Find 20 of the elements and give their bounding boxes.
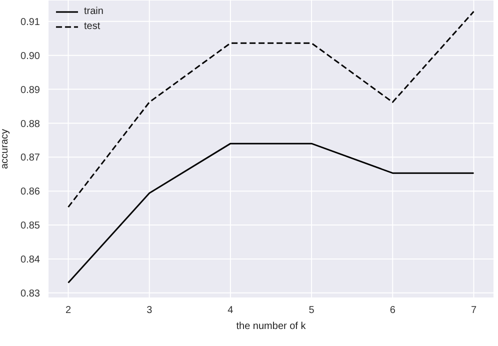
x-tick-label: 4 [228, 305, 234, 316]
y-tick-label: 0.87 [20, 152, 40, 164]
y-tick-label: 0.89 [20, 84, 40, 96]
x-tick-label: 2 [65, 305, 72, 316]
y-tick-label: 0.83 [20, 288, 40, 300]
y-tick-label: 0.91 [20, 16, 40, 28]
x-tick-label: 5 [308, 305, 315, 316]
y-tick-label: 0.85 [20, 220, 40, 232]
x-tick-label: 6 [390, 305, 396, 316]
y-tick-label: 0.86 [20, 186, 40, 198]
line-series [68, 142, 474, 284]
y-tick-label: 0.90 [20, 50, 40, 62]
x-tick-label: 7 [470, 305, 477, 316]
y-tick-label: 0.88 [20, 118, 40, 130]
y-tick-label: 0.84 [20, 254, 40, 266]
legend-label: train [84, 6, 104, 17]
legend-label: test [84, 21, 100, 32]
x-axis-title: the number of k [236, 321, 307, 332]
y-axis-title: accuracy [0, 128, 11, 170]
x-tick-label: 3 [146, 305, 153, 316]
